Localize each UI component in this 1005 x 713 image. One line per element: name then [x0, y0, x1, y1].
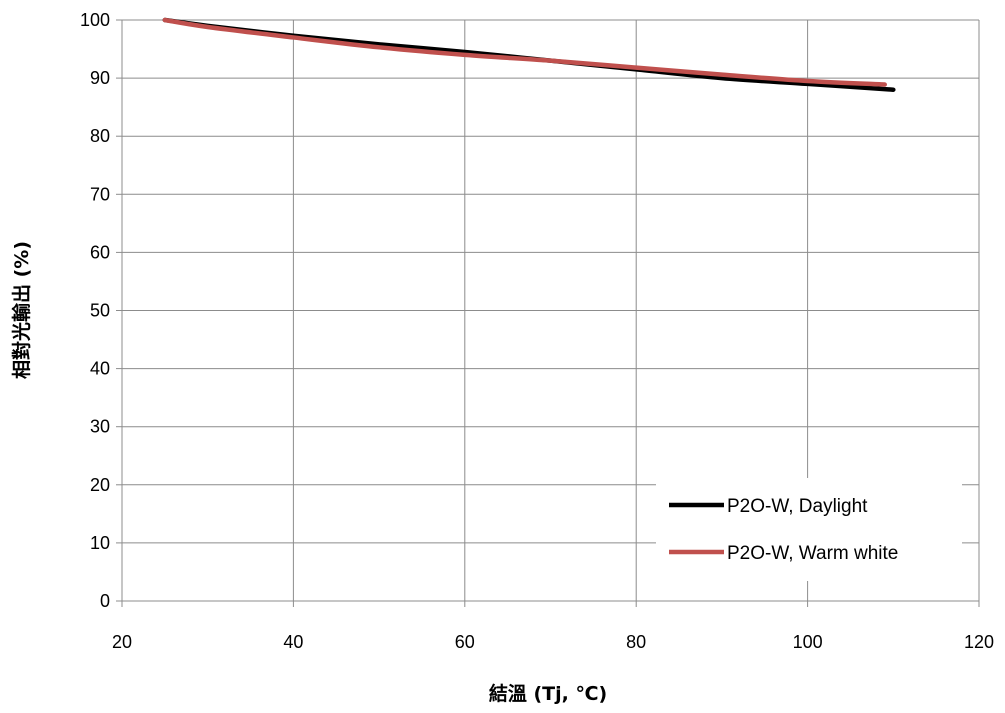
series-line-p2o-w-warm-white	[162, 17, 887, 87]
legend-label-daylight: P2O-W, Daylight	[727, 496, 868, 517]
y-tick-label-60: 60	[90, 242, 110, 262]
x-axis-title: 結溫 (Tj, ℃)	[489, 682, 607, 705]
y-tick-label-10: 10	[90, 533, 110, 553]
y-tick-label-20: 20	[90, 475, 110, 495]
y-tick-label-100: 100	[80, 10, 110, 30]
y-tick-label-0: 0	[100, 591, 110, 611]
y-tick-label-70: 70	[90, 184, 110, 204]
x-tick-label-40: 40	[283, 632, 303, 652]
tick-labels: 0 10 20 30 40 50 60 70 80 90 100 20 40 60 80 100 120	[80, 10, 994, 652]
y-tick-label-50: 50	[90, 301, 110, 321]
legend: P2O-W, Daylight P2O-W, Warm white	[656, 478, 962, 581]
legend-label-warm-white: P2O-W, Warm white	[727, 543, 898, 564]
y-axis-title: 相對光輸出 (%)	[10, 241, 33, 379]
legend-box	[656, 478, 962, 581]
x-tick-label-20: 20	[112, 632, 132, 652]
x-tick-label-80: 80	[626, 632, 646, 652]
x-tick-label-100: 100	[793, 632, 823, 652]
x-tick-label-60: 60	[455, 632, 475, 652]
y-tick-label-80: 80	[90, 126, 110, 146]
y-tick-label-90: 90	[90, 68, 110, 88]
y-tick-label-30: 30	[90, 417, 110, 437]
y-tick-label-40: 40	[90, 359, 110, 379]
grid-lines	[116, 19, 980, 607]
series-layer	[162, 17, 896, 92]
x-tick-label-120: 120	[964, 632, 994, 652]
